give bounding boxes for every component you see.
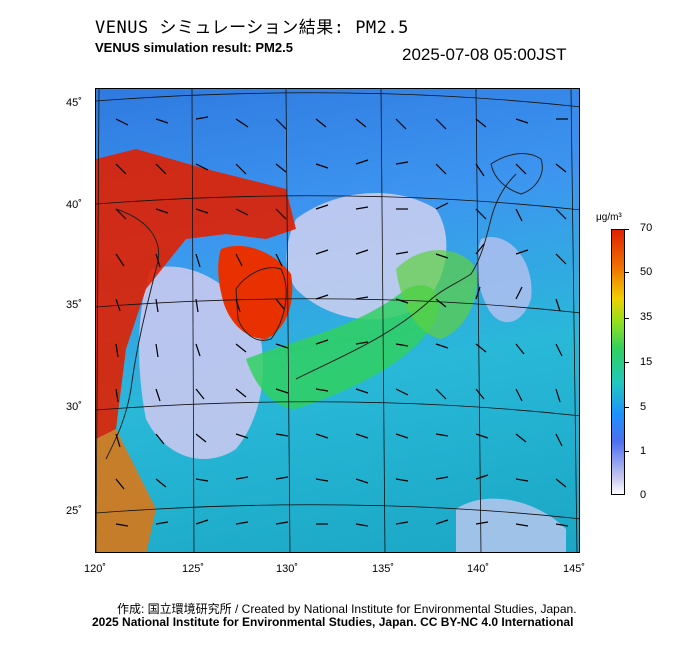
colorbar-label-70: 70	[640, 222, 653, 234]
title-english: VENUS simulation result: PM2.5	[95, 40, 293, 55]
lat-label-45: 45˚	[66, 97, 82, 109]
lat-label-35: 35˚	[66, 299, 82, 311]
pm25-map	[95, 88, 580, 553]
colorbar-tick	[625, 272, 629, 273]
lon-label-145: 145˚	[563, 563, 586, 575]
colorbar-tick	[625, 318, 629, 319]
lon-label-140: 140˚	[467, 563, 490, 575]
colorbar-label-5: 5	[640, 401, 647, 413]
forecast-timestamp: 2025-07-08 05:00JST	[402, 45, 567, 64]
lon-label-130: 130˚	[276, 563, 299, 575]
colorbar-tick	[625, 362, 629, 363]
colorbar-label-50: 50	[640, 266, 653, 278]
colorbar-label-0: 0	[640, 489, 647, 501]
lon-label-120: 120˚	[84, 563, 107, 575]
lon-label-125: 125˚	[182, 563, 205, 575]
colorbar-label-15: 15	[640, 356, 653, 368]
colorbar-tick	[625, 451, 629, 452]
title-japanese: VENUS シミュレーション結果: PM2.5	[95, 18, 409, 38]
colorbar-label-35: 35	[640, 311, 653, 323]
license-line: 2025 National Institute for Environmenta…	[92, 615, 574, 629]
colorbar-label-1: 1	[640, 445, 647, 457]
colorbar	[611, 229, 625, 495]
colorbar-tick	[625, 229, 629, 230]
map-svg	[96, 89, 579, 552]
lat-label-40: 40˚	[66, 199, 82, 211]
credit-line: 作成: 国立環境研究所 / Created by National Instit…	[117, 602, 577, 616]
lat-label-25: 25˚	[66, 505, 82, 517]
lat-label-30: 30˚	[66, 401, 82, 413]
lon-label-135: 135˚	[372, 563, 395, 575]
colorbar-unit: μg/m³	[596, 212, 622, 223]
colorbar-tick	[625, 407, 629, 408]
